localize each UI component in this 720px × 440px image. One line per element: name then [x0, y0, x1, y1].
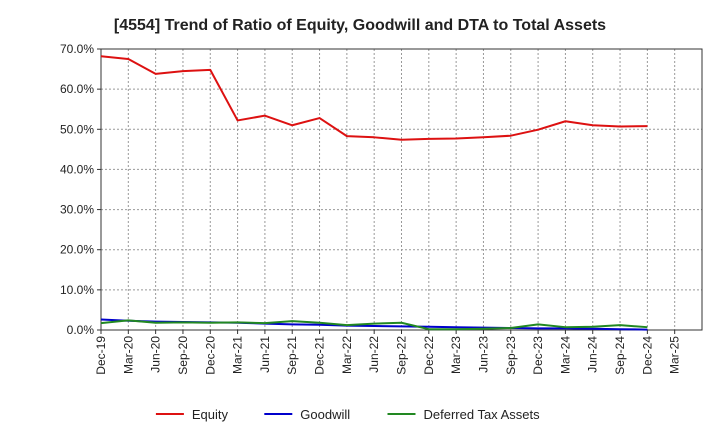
series-layer: [100, 55, 648, 331]
x-axis: Dec-19 Mar-20 Jun-20 Sep-20 Dec-20 Mar-21 Jun-…: [94, 330, 682, 375]
legend-label-goodwill: Goodwill: [300, 407, 350, 422]
y-tick-label: 50.0%: [60, 122, 94, 136]
x-tick-label: Dec-22: [422, 336, 436, 375]
x-tick-label: Sep-23: [504, 336, 518, 375]
gridlines: [101, 49, 702, 330]
x-tick-label: Mar-22: [340, 336, 354, 374]
y-tick-label: 0.0%: [67, 323, 95, 337]
x-tick-label: Mar-20: [121, 336, 135, 374]
y-axis: 0.0% 10.0% 20.0% 30.0% 40.0% 50.0% 60.0% 70.0%: [60, 42, 101, 337]
y-tick-label: 60.0%: [60, 82, 94, 96]
y-tick-label: 20.0%: [60, 243, 94, 257]
x-tick-label: Mar-24: [558, 336, 572, 374]
x-tick-label: Dec-19: [94, 336, 108, 375]
x-tick-label: Dec-20: [203, 336, 217, 375]
series-line-equity: [100, 55, 648, 141]
x-tick-label: Mar-25: [668, 336, 682, 374]
y-tick-label: 70.0%: [60, 42, 94, 56]
x-tick-label: Sep-22: [395, 336, 409, 375]
x-tick-label: Jun-20: [149, 336, 163, 373]
x-tick-label: Sep-21: [285, 336, 299, 375]
y-tick-label: 40.0%: [60, 162, 94, 176]
x-tick-label: Sep-24: [613, 336, 627, 375]
legend: Equity Goodwill Deferred Tax Assets: [155, 407, 541, 422]
x-tick-label: Mar-23: [449, 336, 463, 374]
x-tick-label: Dec-24: [640, 336, 654, 375]
x-tick-label: Jun-23: [476, 336, 490, 373]
x-tick-label: Jun-24: [586, 336, 600, 373]
x-tick-label: Jun-21: [258, 336, 272, 373]
chart-title: [4554] Trend of Ratio of Equity, Goodwil…: [114, 17, 606, 34]
y-tick-label: 30.0%: [60, 203, 94, 217]
x-tick-label: Sep-20: [176, 336, 190, 375]
x-tick-label: Dec-21: [313, 336, 327, 375]
series-line-deferred-tax-assets: [100, 319, 648, 331]
legend-label-equity: Equity: [192, 407, 229, 422]
legend-label-deferred-tax-assets: Deferred Tax Assets: [424, 407, 541, 422]
y-tick-label: 10.0%: [60, 283, 94, 297]
x-tick-label: Dec-23: [531, 336, 545, 375]
x-tick-label: Mar-21: [231, 336, 245, 374]
x-tick-label: Jun-22: [367, 336, 381, 373]
